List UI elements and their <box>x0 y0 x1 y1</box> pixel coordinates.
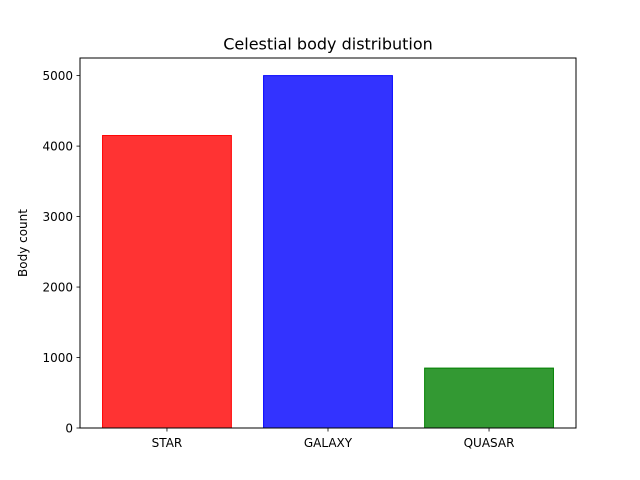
y-axis-label: Body count <box>16 209 30 277</box>
x-tick-label-quasar: QUASAR <box>464 436 515 450</box>
x-tick-label-star: STAR <box>152 436 183 450</box>
bar-galaxy <box>263 75 393 429</box>
y-tick-label: 1000 <box>42 351 73 365</box>
x-axis: STAR GALAXY QUASAR <box>152 428 515 450</box>
y-tick-label: 2000 <box>42 280 73 294</box>
y-tick-label: 4000 <box>42 139 73 153</box>
y-tick-label: 5000 <box>42 69 73 83</box>
y-tick-label: 0 <box>65 421 73 435</box>
bars-group <box>102 75 554 429</box>
chart-title: Celestial body distribution <box>223 35 433 54</box>
y-tick-label: 3000 <box>42 210 73 224</box>
x-tick-label-galaxy: GALAXY <box>304 436 353 450</box>
y-axis: 0 1000 2000 3000 4000 5000 <box>42 69 80 435</box>
bar-quasar <box>424 367 554 429</box>
bar-star <box>102 135 232 429</box>
